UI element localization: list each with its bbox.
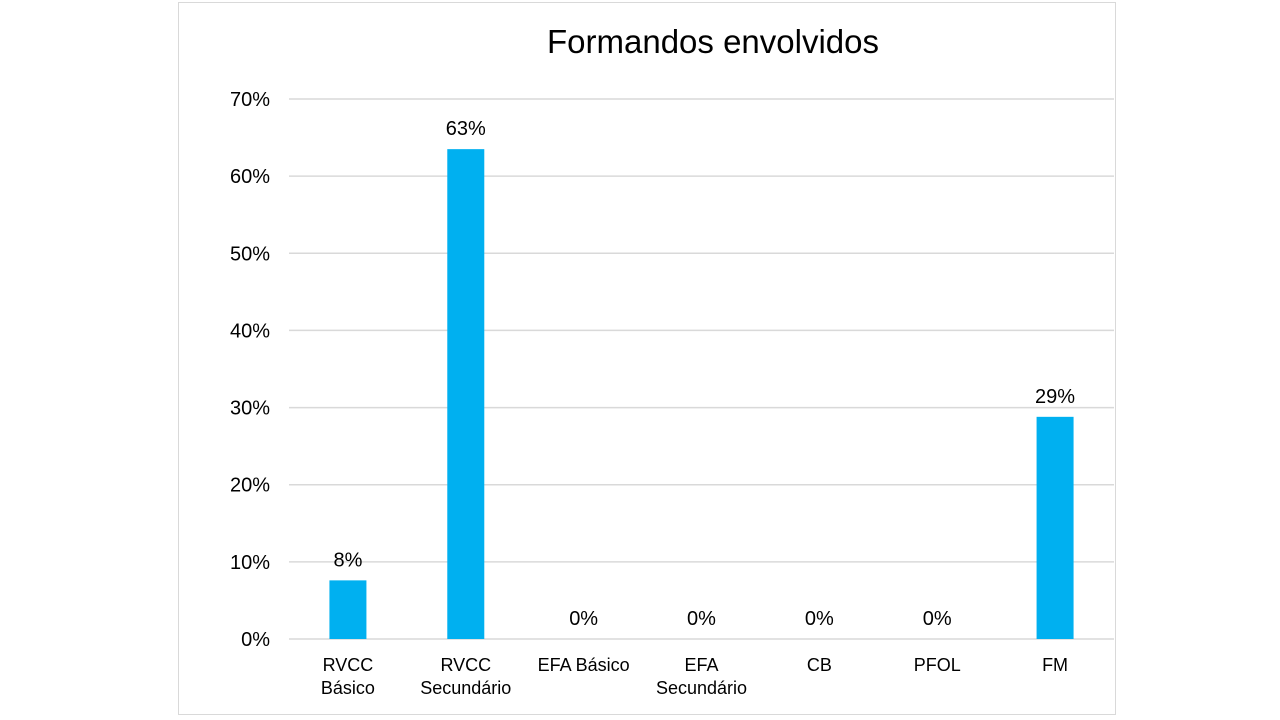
y-axis-ticks: 0% 10% 20% 30% 40% 50% 60% 70%: [230, 89, 270, 651]
data-label: 0%: [569, 608, 598, 630]
chart-title: Formandos envolvidos: [547, 23, 879, 60]
y-tick-label: 0%: [241, 629, 270, 651]
bar: [329, 580, 367, 639]
data-label: 8%: [333, 549, 362, 571]
gridlines: [289, 98, 1114, 640]
data-label: 63%: [446, 118, 486, 140]
data-label: 0%: [805, 608, 834, 630]
x-category-label: CB: [807, 655, 832, 675]
x-category-label: EFA Básico: [538, 655, 630, 675]
y-tick-label: 10%: [230, 552, 270, 574]
data-labels: 8% 63% 0% 0% 0% 0% 29%: [333, 118, 1075, 630]
bars: [329, 149, 1074, 639]
y-tick-label: 40%: [230, 320, 270, 342]
y-tick-label: 70%: [230, 89, 270, 111]
x-category-label: PFOL: [914, 655, 961, 675]
y-tick-label: 20%: [230, 475, 270, 497]
x-category-label: RVCC Secundário: [420, 655, 511, 698]
x-axis-categories: RVCC Básico RVCC Secundário EFA Básico EFA Sec…: [321, 655, 1068, 698]
data-label: 0%: [923, 608, 952, 630]
data-label: 29%: [1035, 386, 1075, 408]
y-tick-label: 50%: [230, 243, 270, 265]
x-category-label: RVCC Básico: [321, 655, 375, 698]
x-category-label: EFA Secundário: [656, 655, 747, 698]
bar: [447, 149, 485, 639]
data-label: 0%: [687, 608, 716, 630]
x-category-label: FM: [1042, 655, 1068, 675]
y-tick-label: 30%: [230, 398, 270, 420]
bar: [1036, 416, 1074, 639]
y-tick-label: 60%: [230, 166, 270, 188]
